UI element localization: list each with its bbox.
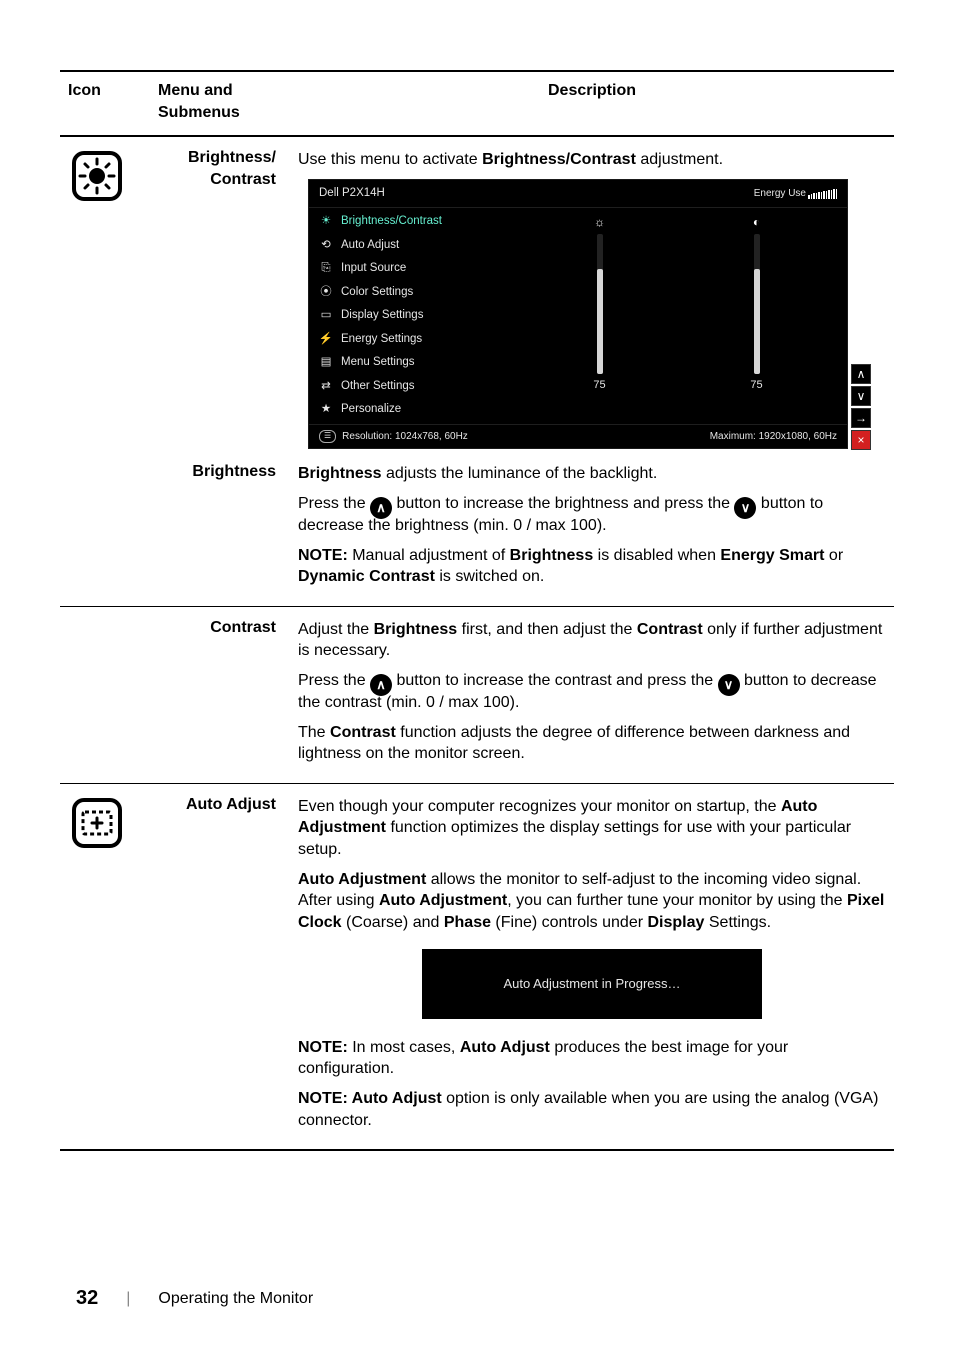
- osd-energy-label: Energy Use: [754, 187, 806, 201]
- header-desc: Description: [290, 71, 894, 136]
- down-chevron-icon: ∨: [734, 497, 756, 519]
- osd-up-button[interactable]: ∧: [851, 364, 871, 384]
- contrast-slider[interactable]: ◐ 75: [750, 214, 762, 420]
- brightness-value: 75: [593, 378, 605, 393]
- osd-item-auto-adjust[interactable]: ⟲Auto Adjust: [309, 234, 509, 258]
- osd-item-personalize[interactable]: ★Personalize: [309, 398, 509, 422]
- color-icon: ⦿: [319, 285, 333, 301]
- osd-item-energy-settings[interactable]: ⚡Energy Settings: [309, 328, 509, 352]
- osd-side-buttons: ∧ ∨ → ×: [851, 364, 871, 450]
- osd-resolution: Resolution: 1024x768, 60Hz: [342, 430, 468, 444]
- down-chevron-icon: ∨: [718, 674, 740, 696]
- osd-item-brightness-contrast[interactable]: ☀Brightness/Contrast: [309, 210, 509, 234]
- osd-item-menu-settings[interactable]: ▤Menu Settings: [309, 351, 509, 375]
- osd-reference-table: Icon Menu and Submenus Description: [60, 70, 894, 1151]
- brightness-icon: ☼: [594, 214, 605, 230]
- desc-auto-adjust: Even though your computer recognizes you…: [290, 783, 894, 1150]
- brightness-slider[interactable]: ☼ 75: [593, 214, 605, 420]
- osd-maximum: Maximum: 1920x1080, 60Hz: [710, 430, 837, 444]
- menu-brightness: Brightness: [150, 451, 290, 606]
- header-icon: Icon: [60, 71, 150, 136]
- page-number: 32: [76, 1285, 98, 1312]
- osd-item-display-settings[interactable]: ▭Display Settings: [309, 304, 509, 328]
- energy-bars-icon: [808, 189, 837, 199]
- osd-down-button[interactable]: ∨: [851, 386, 871, 406]
- auto-adjust-icon: ⟲: [319, 238, 333, 254]
- menu-brightness-contrast: Brightness/ Contrast: [150, 136, 290, 451]
- osd-item-color-settings[interactable]: ⦿Color Settings: [309, 281, 509, 305]
- auto-adjust-section-icon: [68, 794, 126, 852]
- sun-icon: ☀: [319, 214, 333, 230]
- section-title: Operating the Monitor: [158, 1288, 313, 1310]
- desc-contrast: Adjust the Brightness first, and then ad…: [290, 606, 894, 783]
- osd-close-button[interactable]: ×: [851, 430, 871, 450]
- osd-enter-button[interactable]: →: [851, 408, 871, 428]
- header-menu: Menu and Submenus: [150, 71, 290, 136]
- up-chevron-icon: ∧: [370, 674, 392, 696]
- other-icon: ⇄: [319, 379, 333, 395]
- desc-brightness-contrast: Use this menu to activate Brightness/Con…: [290, 136, 894, 451]
- contrast-icon: ◐: [753, 214, 760, 230]
- osd-item-input-source[interactable]: ⎘Input Source: [309, 257, 509, 281]
- osd-title: Dell P2X14H: [319, 186, 385, 202]
- osd-menu-list: ☀Brightness/Contrast ⟲Auto Adjust ⎘Input…: [309, 208, 509, 424]
- osd-screenshot: Dell P2X14H Energy Use ☀Brightness/Contr…: [308, 179, 848, 450]
- brightness-contrast-icon: [68, 147, 126, 205]
- contrast-value: 75: [750, 378, 762, 393]
- display-icon: ▭: [319, 308, 333, 324]
- auto-adjust-progress-box: Auto Adjustment in Progress…: [422, 949, 762, 1019]
- menu-icon: ▤: [319, 355, 333, 371]
- input-icon: ⎘: [319, 261, 333, 277]
- star-icon: ★: [319, 402, 333, 418]
- osd-item-other-settings[interactable]: ⇄Other Settings: [309, 375, 509, 399]
- desc-brightness: Brightness adjusts the luminance of the …: [290, 451, 894, 606]
- page-footer: 32 | Operating the Monitor: [76, 1285, 878, 1312]
- up-chevron-icon: ∧: [370, 497, 392, 519]
- footer-divider: |: [126, 1288, 130, 1310]
- menu-contrast: Contrast: [150, 606, 290, 783]
- menu-auto-adjust: Auto Adjust: [150, 783, 290, 1150]
- energy-icon: ⚡: [319, 332, 333, 348]
- resolution-pill-icon: ☰: [319, 430, 336, 443]
